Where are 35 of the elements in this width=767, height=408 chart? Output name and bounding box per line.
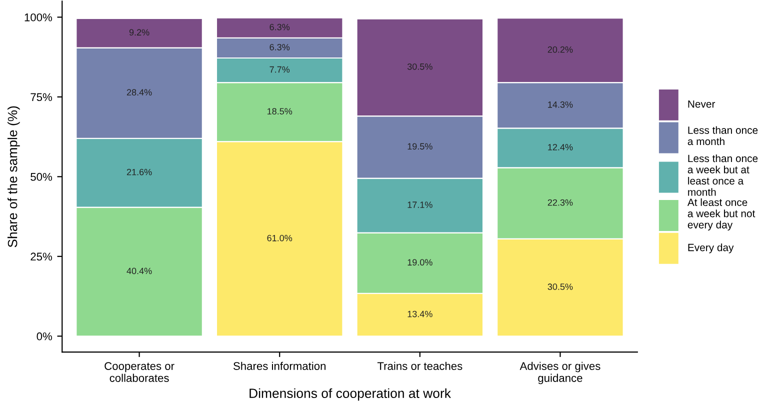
text: At least once a week but not every day xyxy=(687,198,756,231)
data-label: 18.5% xyxy=(267,108,292,114)
x-tick-label: Trains or teaches xyxy=(377,362,462,370)
y-tick-label: 75% xyxy=(30,93,52,102)
data-label: 30.5% xyxy=(548,284,573,290)
x-axis-title: Dimensions of cooperation at work xyxy=(250,388,451,401)
data-label: 13.4% xyxy=(408,310,432,318)
data-label: 7.7% xyxy=(270,66,290,73)
text: Less than once a month xyxy=(688,126,758,146)
data-label: 9.2% xyxy=(129,29,150,36)
data-label: 14.3% xyxy=(548,101,573,108)
y-tick-label: 100% xyxy=(24,13,52,22)
y-tick-label: 25% xyxy=(30,252,52,261)
data-label: 21.6% xyxy=(126,168,152,176)
text: Every day xyxy=(688,244,734,254)
data-label: 61.0% xyxy=(267,234,292,242)
data-label: 19.0% xyxy=(408,259,432,266)
data-label: 12.4% xyxy=(548,144,573,150)
data-label: 22.3% xyxy=(548,199,573,206)
x-tick-label: Shares information xyxy=(233,362,326,370)
data-label: 19.5% xyxy=(408,143,432,150)
data-label: 28.4% xyxy=(126,89,152,96)
x-tick-label: Advises or gives guidance xyxy=(520,362,600,384)
data-label: 6.3% xyxy=(270,44,290,50)
y-axis-title: Share of the sample (%) xyxy=(8,106,20,248)
data-label: 6.3% xyxy=(270,24,290,30)
data-label: 20.2% xyxy=(548,46,573,53)
data-label: 30.5% xyxy=(407,63,432,70)
data-label: 40.4% xyxy=(126,268,152,274)
y-tick-label: 0% xyxy=(36,332,52,340)
text: Never xyxy=(688,100,716,108)
data-label: 17.1% xyxy=(408,202,432,208)
y-tick-label: 50% xyxy=(30,172,52,181)
text: Less than once a week but at least once a month xyxy=(688,154,758,196)
x-tick-label: Cooperates or collaborates xyxy=(104,362,174,382)
